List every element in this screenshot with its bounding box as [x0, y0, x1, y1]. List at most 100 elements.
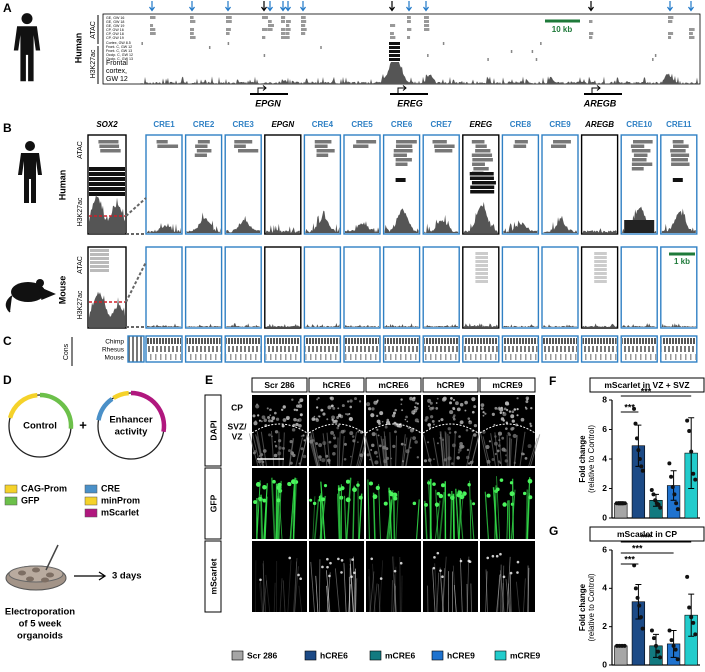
nucleus	[350, 455, 352, 458]
mscarlet-signal	[453, 584, 457, 613]
micrograph	[480, 468, 535, 540]
radial-fiber	[312, 431, 320, 467]
nucleus	[289, 440, 293, 444]
nucleus	[467, 462, 471, 465]
arrow	[225, 1, 231, 12]
gfp-soma	[323, 484, 328, 488]
gfp-soma	[424, 502, 428, 507]
gfp-soma	[456, 492, 462, 498]
radial-fiber	[445, 432, 448, 467]
track-label: Occip. C, GW 13	[106, 57, 133, 61]
nucleus	[261, 415, 266, 420]
signal-track	[140, 62, 698, 84]
nucleus	[412, 436, 416, 441]
track-box	[145, 335, 183, 363]
data-point	[656, 502, 661, 507]
atac-block	[594, 268, 607, 271]
nucleus	[429, 415, 434, 419]
gfp-cell	[314, 499, 320, 540]
h3k27ac-block	[672, 178, 683, 182]
nucleus	[330, 430, 334, 435]
atac-peak	[689, 28, 695, 31]
atac-peak	[268, 24, 274, 27]
h3k27ac-block	[470, 185, 495, 189]
gfp-cell	[526, 493, 531, 540]
condition-label: hCRE9	[437, 380, 465, 390]
arrow	[300, 1, 306, 12]
track-box	[343, 134, 381, 235]
atac-peak	[150, 32, 156, 35]
chart-title: mScarlet in VZ + SVZ	[604, 380, 689, 390]
nucleus	[255, 404, 260, 409]
legend-label: CRE	[101, 483, 120, 493]
gfp-soma	[502, 502, 507, 507]
gfp-cell	[256, 480, 261, 540]
mscarlet-soma	[299, 577, 302, 580]
arrow	[688, 1, 694, 12]
y-tick-label: 0	[602, 512, 607, 522]
duration-label: 3 days	[112, 571, 142, 582]
signal-track	[463, 323, 498, 327]
nucleus	[393, 421, 397, 425]
mscarlet-signal	[497, 574, 500, 613]
nucleus	[376, 428, 379, 431]
column-label: CRE4	[312, 120, 334, 129]
atac-peak	[407, 28, 412, 31]
data-point	[633, 586, 638, 591]
column-label: CRE7	[431, 120, 453, 129]
atac-block	[234, 144, 246, 148]
conservation-track	[582, 354, 617, 360]
data-point	[667, 628, 672, 633]
mscarlet-soma	[516, 571, 519, 574]
nucleus	[356, 441, 359, 444]
signal-track	[305, 210, 340, 233]
radial-fiber	[453, 432, 456, 467]
gfp-cell	[506, 500, 509, 540]
scale-label: 10 kb	[552, 25, 573, 34]
column-label: CRE3	[233, 120, 255, 129]
h3k27ac-peak	[389, 46, 394, 49]
nucleus	[359, 430, 364, 434]
signal-track	[384, 208, 419, 233]
mscarlet-signal	[379, 560, 384, 613]
track-box	[264, 246, 302, 329]
protocol-label: Electroporation	[5, 607, 75, 618]
mscarlet-soma	[441, 575, 444, 579]
mscarlet-soma	[379, 577, 383, 580]
nucleus	[313, 415, 316, 418]
header-box	[365, 377, 422, 393]
boundary-line	[479, 423, 536, 434]
atac-block	[475, 260, 488, 263]
gfp-cell	[392, 494, 396, 540]
atac-peak	[281, 28, 286, 31]
region-label: CP	[231, 402, 243, 412]
track-box	[145, 246, 183, 329]
h3k27ac-block	[89, 172, 125, 176]
header-box	[308, 377, 365, 393]
h3k27ac-block	[470, 190, 495, 194]
mscarlet-soma	[491, 554, 495, 558]
gfp-cell	[416, 499, 420, 540]
h3k27ac-block	[89, 192, 125, 196]
y-tick-label: 6	[602, 544, 607, 554]
gfp-soma	[345, 479, 351, 484]
nucleus	[511, 419, 515, 423]
data-point	[658, 505, 663, 510]
track-box	[127, 335, 145, 363]
atac-block	[594, 280, 607, 283]
atac-peak	[286, 24, 290, 27]
conservation-track	[345, 338, 379, 344]
atac-peak	[286, 28, 291, 31]
h3k27ac-peak	[531, 50, 534, 53]
nucleus	[300, 447, 304, 451]
significance-label: ***	[641, 532, 652, 542]
atac-peak	[190, 28, 195, 31]
human-icon	[13, 26, 41, 82]
h3k27ac-peak	[427, 54, 429, 57]
conservation-track	[384, 354, 419, 360]
vertical-label: Mouse	[57, 276, 67, 305]
arrow	[588, 1, 594, 12]
nucleus	[452, 406, 455, 410]
data-point	[669, 638, 674, 643]
radial-fiber	[508, 437, 511, 467]
